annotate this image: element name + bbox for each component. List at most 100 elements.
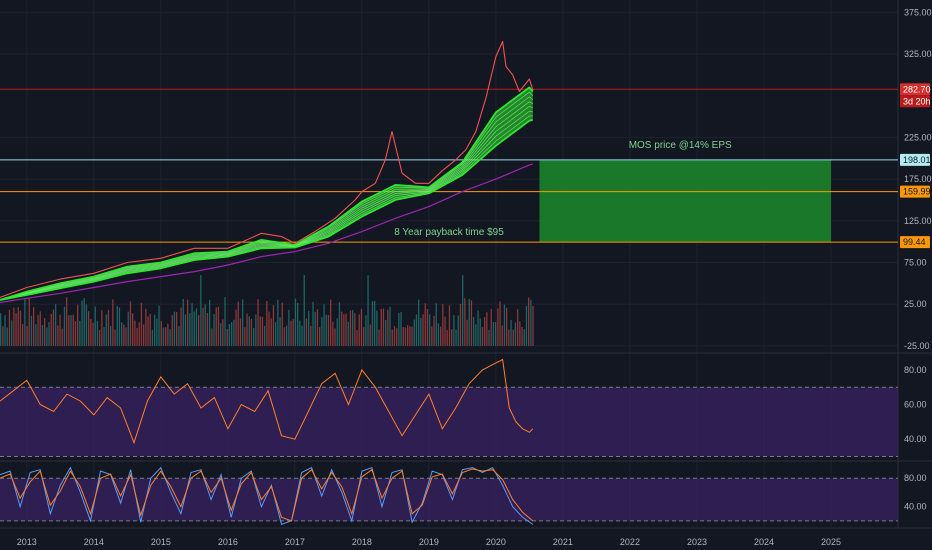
volume-bar: [6, 327, 8, 346]
price-tick-label: 225.00: [904, 132, 932, 142]
rsi-panel: [0, 358, 898, 458]
volume-bar: [473, 317, 475, 346]
series-price: [0, 40, 534, 299]
volume-bar: [81, 300, 83, 346]
time-tick-label: 2016: [218, 537, 238, 547]
volume-bar: [334, 328, 336, 346]
volume-bar: [292, 319, 294, 346]
volume-bar: [28, 297, 30, 346]
volume-bar: [468, 299, 470, 346]
volume-bar: [33, 307, 35, 346]
volume-bar: [382, 308, 385, 346]
volume-bar: [490, 308, 492, 346]
volume-bar: [499, 301, 501, 346]
volume-bar: [444, 316, 446, 346]
volume-bar: [466, 319, 468, 346]
volume-bar: [495, 321, 497, 346]
volume-bar: [37, 314, 39, 346]
volume-bar: [235, 309, 237, 346]
volume-bar: [224, 297, 226, 346]
mos-zone: [539, 159, 831, 243]
annotation-0: MOS price @14% EPS: [629, 140, 732, 151]
volume-bar: [475, 324, 477, 346]
volume-bar: [514, 322, 517, 346]
volume-bar: [470, 300, 473, 346]
volume-bar: [213, 314, 215, 346]
volume-bar: [57, 325, 59, 346]
volume-bar: [376, 310, 378, 346]
volume-bar: [125, 327, 127, 346]
volume-bar: [237, 301, 239, 346]
volume-bar: [110, 325, 112, 346]
volume-bar: [30, 315, 33, 346]
volume-bar: [4, 315, 6, 346]
volume-bar: [178, 326, 180, 346]
volume-bar: [455, 329, 457, 346]
volume-bar: [35, 324, 37, 346]
volume-bar: [354, 313, 356, 346]
volume-bar: [79, 320, 81, 346]
volume-bar: [506, 307, 508, 346]
volume-bar: [44, 318, 46, 346]
volume-bar: [66, 297, 68, 346]
volume-bar: [272, 305, 275, 346]
volume-bar: [385, 319, 387, 346]
time-tick-label: 2021: [553, 537, 573, 547]
volume-bar: [453, 315, 455, 346]
volume-bar: [367, 275, 369, 346]
volume-bar: [184, 314, 187, 346]
volume-bar: [481, 327, 484, 346]
volume-bar: [167, 323, 169, 346]
volume-bar: [19, 310, 22, 346]
stoch-tick-label: 80.00: [904, 473, 927, 483]
rsi-tick-label: 60.00: [904, 400, 927, 410]
grid-lines: [0, 0, 932, 529]
volume-bar: [457, 315, 459, 346]
rsi-tick-label: 40.00: [904, 434, 927, 444]
volume-bar: [330, 299, 332, 346]
volume-bar: [488, 330, 490, 346]
volume-bar: [259, 316, 261, 346]
volume-bar: [345, 313, 347, 346]
volume-bar: [209, 299, 211, 346]
volume-bar: [338, 302, 341, 346]
volume-bar: [171, 315, 173, 346]
volume-bar: [422, 314, 424, 346]
time-tick-label: 2013: [17, 537, 37, 547]
volume-bar: [281, 302, 283, 346]
volume-bar: [176, 312, 178, 346]
time-axis: 2013 2014 2015 2016 2017 2018 2019 2020 2021 2022…: [17, 537, 841, 547]
volume-bar: [389, 306, 391, 346]
rsi-tick-label: 80.00: [904, 365, 927, 375]
volume-bar: [290, 320, 292, 346]
price-tick-label: -25.00: [904, 341, 930, 351]
volume-bar: [0, 313, 2, 346]
time-tick-label: 2025: [821, 537, 841, 547]
volume-bar: [204, 304, 206, 346]
rsi-line: [0, 358, 534, 445]
volume-bar: [48, 322, 50, 346]
volume-bar: [486, 312, 488, 346]
volume-bar: [415, 314, 418, 346]
volume-bar: [140, 303, 143, 346]
volume-bar: [301, 325, 303, 346]
volume-bar: [222, 319, 224, 346]
volume-bar: [429, 314, 431, 346]
volume-bar: [352, 310, 354, 346]
time-tick-label: 2014: [84, 537, 104, 547]
volume-bar: [202, 307, 204, 346]
volume-bar: [239, 318, 242, 346]
volume-bar: [477, 310, 479, 346]
volume-bar: [286, 325, 288, 346]
volume-bar: [323, 304, 325, 346]
stoch-band: [0, 478, 898, 521]
ma-ribbon-line: [0, 101, 533, 301]
volume-bar: [154, 314, 156, 346]
volume-bar: [336, 318, 338, 346]
volume-bar: [99, 330, 101, 346]
volume-bar: [189, 313, 191, 346]
volume-bar: [134, 320, 136, 346]
volume-bar: [464, 298, 466, 346]
price-tag-text: 99.44: [903, 237, 926, 247]
